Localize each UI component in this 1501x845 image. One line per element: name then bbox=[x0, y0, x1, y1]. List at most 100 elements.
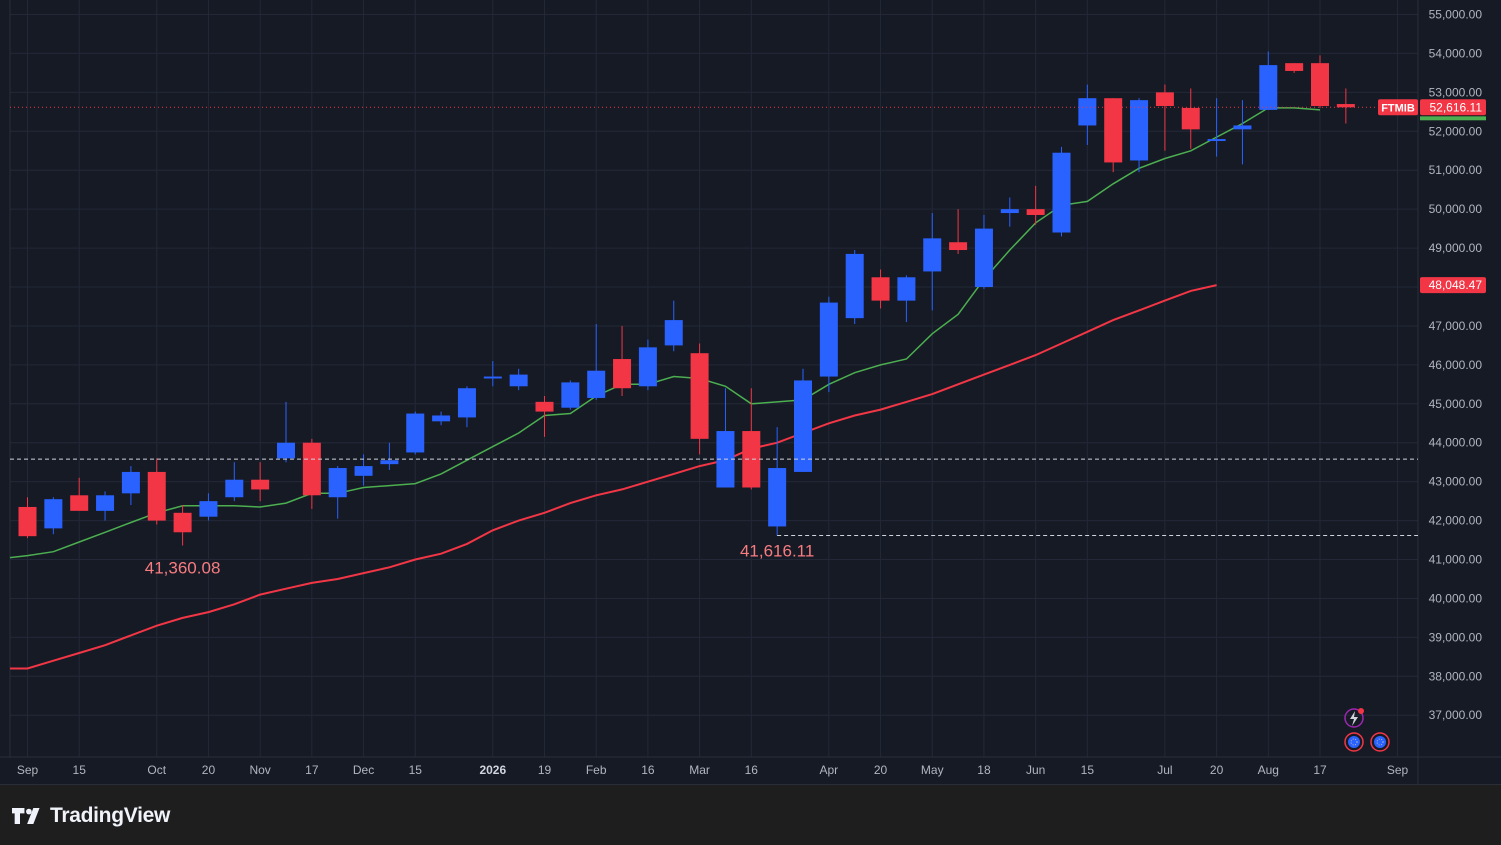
chart-area[interactable]: 41,360.08 41,616.11 55,000.00 54,000.00 53,… bbox=[0, 0, 1501, 784]
candle-body bbox=[380, 460, 399, 465]
time-tick-label: 15 bbox=[73, 763, 87, 777]
candle-body bbox=[923, 238, 942, 272]
candle-body bbox=[871, 277, 890, 301]
candle-up bbox=[587, 323, 606, 400]
candle-body bbox=[535, 401, 554, 412]
candle-body bbox=[432, 415, 451, 422]
ma-fast-tag bbox=[1420, 116, 1486, 121]
candle-up bbox=[845, 250, 864, 324]
annotations: 41,360.08 41,616.11 bbox=[10, 106, 1418, 752]
candle-body bbox=[354, 466, 373, 476]
time-tick-label: 16 bbox=[745, 763, 759, 777]
candlestick-chart[interactable]: 41,360.08 41,616.11 55,000.00 54,000.00 53,… bbox=[0, 0, 1501, 784]
last-price-tag-text: 52,616.11 bbox=[1430, 100, 1483, 114]
candle-body bbox=[18, 506, 37, 537]
candle-up bbox=[1052, 146, 1071, 237]
time-tick-label: Oct bbox=[147, 763, 166, 777]
candle-body bbox=[1285, 63, 1304, 71]
time-tick-label: Sep bbox=[17, 763, 39, 777]
price-tick-label: 39,000.00 bbox=[1429, 630, 1483, 644]
time-tick-label: 17 bbox=[305, 763, 319, 777]
tradingview-logo[interactable]: TradingView bbox=[12, 803, 170, 829]
candle-body bbox=[406, 413, 425, 453]
time-tick-label: 16 bbox=[641, 763, 655, 777]
footer: TradingView bbox=[0, 784, 1501, 845]
candle-body bbox=[613, 359, 632, 389]
low-label-mar: 41,616.11 bbox=[740, 542, 814, 561]
candle-up bbox=[354, 454, 373, 486]
candle-down bbox=[1026, 185, 1045, 225]
ma-slow-tag-text: 48,048.47 bbox=[1429, 278, 1483, 292]
candle-down bbox=[613, 325, 632, 397]
time-tick-label: Mar bbox=[689, 763, 710, 777]
candle-down bbox=[70, 477, 89, 511]
candle-up bbox=[406, 411, 425, 455]
candle-body bbox=[302, 442, 321, 496]
price-tick-label: 52,000.00 bbox=[1429, 124, 1483, 138]
candle-body bbox=[1026, 209, 1045, 215]
candle-body bbox=[587, 370, 606, 398]
candle-body bbox=[173, 512, 192, 533]
time-tick-label: Sep bbox=[1387, 763, 1409, 777]
candle-up bbox=[199, 493, 218, 521]
candle-down bbox=[18, 497, 37, 539]
candle-down bbox=[173, 505, 192, 546]
price-tick-label: 42,000.00 bbox=[1429, 514, 1483, 528]
symbol-tag-bg bbox=[1378, 99, 1418, 116]
time-tick-label: 15 bbox=[1081, 763, 1095, 777]
time-tick-label: 15 bbox=[409, 763, 423, 777]
candle-up bbox=[819, 296, 838, 393]
candle-body bbox=[483, 376, 502, 379]
candle-up bbox=[1078, 84, 1097, 145]
price-tick-label: 44,000.00 bbox=[1429, 436, 1483, 450]
candle-up bbox=[225, 462, 244, 502]
candle-body bbox=[1130, 100, 1149, 161]
candle-body bbox=[1000, 209, 1019, 214]
candle-up bbox=[768, 427, 787, 536]
candles bbox=[18, 51, 1355, 546]
candle-up bbox=[1207, 98, 1226, 157]
price-axis[interactable]: 55,000.00 54,000.00 53,000.00 52,000.00 51,0… bbox=[1378, 8, 1486, 723]
candle-body bbox=[1233, 125, 1252, 130]
candle-up bbox=[664, 300, 683, 352]
candle-body bbox=[1052, 152, 1071, 233]
price-tick-label: 51,000.00 bbox=[1429, 163, 1483, 177]
candle-body bbox=[664, 320, 683, 346]
candle-up bbox=[923, 213, 942, 311]
flash-icon bbox=[1344, 708, 1364, 728]
candle-down bbox=[535, 396, 554, 437]
time-axis[interactable]: Sep 15 Oct 20 Nov 17 Dec 15 2026 19 Feb 16 Mar 16 Apr 2… bbox=[17, 763, 1409, 777]
candle-up bbox=[897, 275, 916, 323]
price-tick-label: 43,000.00 bbox=[1429, 475, 1483, 489]
candle-up bbox=[96, 491, 115, 521]
candle-up bbox=[483, 360, 502, 387]
time-tick-label: Apr bbox=[820, 763, 839, 777]
candle-up bbox=[561, 380, 580, 410]
last-price-tag-bg bbox=[1420, 99, 1486, 116]
price-tick-label: 40,000.00 bbox=[1429, 591, 1483, 605]
candle-up bbox=[1130, 98, 1149, 173]
ma-fast-line bbox=[9, 107, 1321, 559]
price-tick-label: 37,000.00 bbox=[1429, 708, 1483, 722]
brand-name: TradingView bbox=[50, 804, 171, 827]
candle-up bbox=[457, 386, 476, 428]
candle-up bbox=[121, 466, 140, 506]
moving-averages bbox=[9, 107, 1321, 670]
ma-slow-line bbox=[10, 284, 1217, 670]
candle-body bbox=[768, 468, 787, 527]
candle-body bbox=[1207, 139, 1226, 142]
candle-body bbox=[225, 479, 244, 498]
tradingview-logo-icon bbox=[12, 808, 40, 824]
candle-down bbox=[302, 438, 321, 509]
candle-body bbox=[1336, 104, 1355, 108]
candle-up bbox=[380, 442, 399, 470]
candle-down bbox=[690, 343, 709, 455]
candle-body bbox=[819, 302, 838, 377]
candle-body bbox=[251, 479, 270, 490]
time-tick-label: 20 bbox=[874, 763, 888, 777]
last-price-tag: FTMIB 52,616.11 bbox=[1378, 99, 1486, 121]
candle-up bbox=[509, 368, 528, 391]
candle-body bbox=[121, 471, 140, 494]
time-tick-label: 2026 bbox=[479, 763, 506, 777]
candle-body bbox=[1259, 65, 1278, 110]
